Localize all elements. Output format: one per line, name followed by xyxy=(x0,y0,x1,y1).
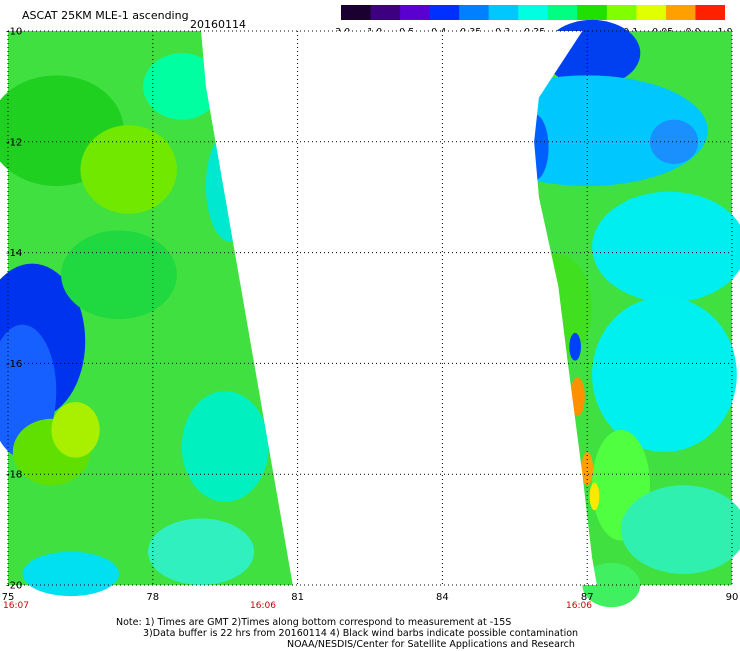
swath-blob xyxy=(582,562,641,608)
time-label: 16:07 xyxy=(3,601,29,611)
colorbar-segment xyxy=(488,5,519,20)
swath-blob xyxy=(592,296,737,453)
colorbar xyxy=(341,5,725,20)
colorbar-segment xyxy=(577,5,608,20)
time-label: 16:06 xyxy=(566,601,592,611)
colorbar-segment xyxy=(547,5,578,20)
colorbar-segment xyxy=(400,5,431,20)
lon-label: 75 xyxy=(2,592,15,603)
lat-label: -14 xyxy=(6,248,22,259)
swath-blob xyxy=(570,377,585,417)
lon-label: 90 xyxy=(726,592,739,603)
lat-label: -16 xyxy=(6,359,22,370)
colorbar-segment xyxy=(665,5,696,20)
swath-blob xyxy=(621,485,740,574)
colorbar-segment xyxy=(636,5,667,20)
colorbar-segment xyxy=(370,5,401,20)
swath-blob xyxy=(51,402,100,458)
lat-label: -12 xyxy=(6,137,22,148)
lat-label: -18 xyxy=(6,470,22,481)
colorbar-segment xyxy=(459,5,490,20)
swath-gap xyxy=(201,31,597,585)
lat-label: -20 xyxy=(6,581,22,592)
swath-blob xyxy=(592,191,740,303)
swath-blob xyxy=(581,452,593,486)
colorbar-segment xyxy=(518,5,549,20)
lon-label: 84 xyxy=(436,592,449,603)
swath-blob xyxy=(61,230,177,320)
note-line-3: NOAA/NESDIS/Center for Satellite Applica… xyxy=(287,639,575,650)
time-label: 16:06 xyxy=(250,601,276,611)
lon-label: 78 xyxy=(146,592,159,603)
note-line-2: 3)Data buffer is 22 hrs from 20160114 4)… xyxy=(143,628,579,639)
chart-date: 20160114 xyxy=(190,18,246,31)
swath-blob xyxy=(22,551,120,597)
colorbar-segment xyxy=(606,5,637,20)
swath-blob xyxy=(147,518,255,585)
swath-blob xyxy=(80,125,177,214)
swath-blob xyxy=(569,332,581,361)
chart-title: ASCAT 25KM MLE-1 ascending xyxy=(22,9,189,22)
swath-blob xyxy=(589,482,600,511)
note-line-1: Note: 1) Times are GMT 2)Times along bot… xyxy=(116,617,512,628)
swath-blob xyxy=(181,391,269,502)
swath-blob xyxy=(143,53,221,120)
colorbar-segment xyxy=(429,5,460,20)
lon-label: 81 xyxy=(291,592,304,603)
lon-label: 87 xyxy=(581,592,594,603)
swath-blob xyxy=(649,119,699,164)
colorbar-segment xyxy=(341,5,372,20)
colorbar-segment xyxy=(695,5,725,20)
lat-label: -10 xyxy=(6,27,22,38)
